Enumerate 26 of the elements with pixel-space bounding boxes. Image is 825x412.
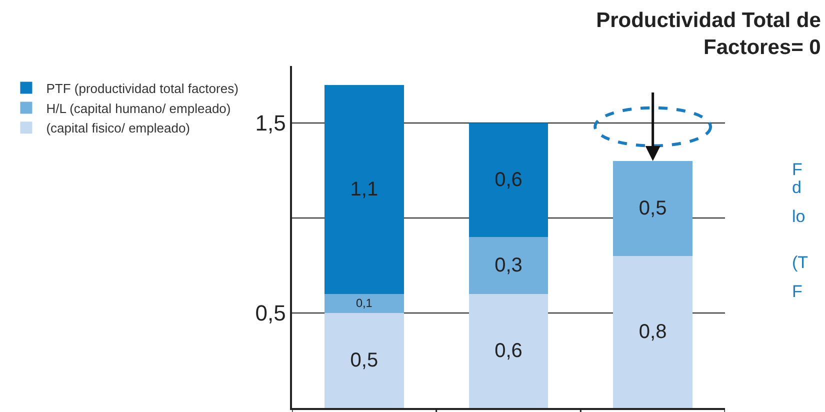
text: d <box>792 178 802 197</box>
data-label: 0,6 <box>494 169 522 191</box>
bar <box>613 256 693 408</box>
bar <box>468 123 548 237</box>
data-label: 0,3 <box>494 254 522 276</box>
text: F <box>792 282 802 301</box>
data-label: 0,5 <box>350 350 378 372</box>
chart-title: Productividad Total de Factores= 0 <box>596 8 821 60</box>
bar <box>468 237 548 294</box>
text: lo <box>792 207 806 226</box>
bar <box>324 294 404 313</box>
data-label: 1,1 <box>350 178 378 200</box>
data-label: 0,8 <box>638 321 667 343</box>
bar <box>468 294 548 408</box>
y-tick-label: 1,5 <box>255 110 286 136</box>
bar <box>324 85 404 294</box>
legend-label: H/L (capital humano/ empleado) <box>46 100 231 116</box>
data-label: 0,5 <box>638 198 667 220</box>
bar <box>324 313 404 408</box>
text: F <box>792 160 802 179</box>
bar <box>613 161 693 256</box>
legend-label: PTF (productividad total factores) <box>46 80 238 96</box>
text: (T <box>792 253 808 272</box>
data-label: 0,6 <box>494 340 522 362</box>
legend-label: (capital fisico/ empleado) <box>46 120 190 136</box>
data-label: 0,1 <box>356 296 372 310</box>
